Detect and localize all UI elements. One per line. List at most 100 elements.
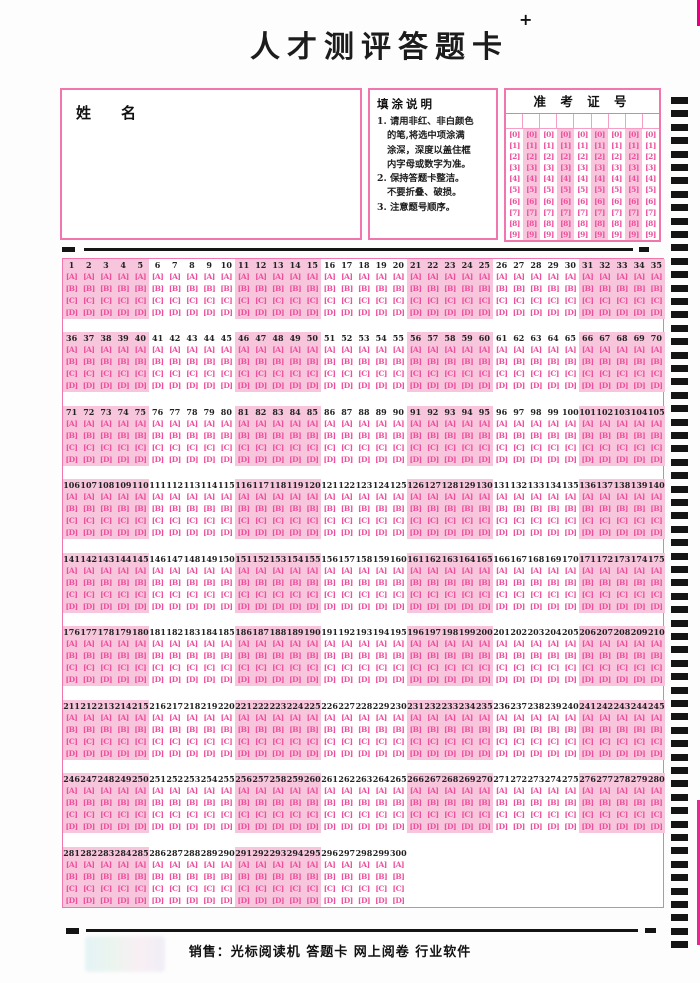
option-bubble-d[interactable]: [D] — [357, 381, 371, 390]
option-bubble-a[interactable]: [A] — [599, 713, 611, 722]
option-bubble-c[interactable]: [C] — [650, 810, 663, 819]
option-bubble-a[interactable]: [A] — [495, 419, 508, 428]
option-bubble-d[interactable]: [D] — [615, 675, 629, 684]
option-bubble-c[interactable]: [C] — [237, 663, 250, 672]
option-bubble-b[interactable]: [B] — [547, 504, 560, 513]
option-bubble-d[interactable]: [D] — [237, 528, 251, 537]
option-bubble-d[interactable]: [D] — [65, 602, 79, 611]
option-bubble-c[interactable]: [C] — [530, 443, 542, 452]
option-bubble-a[interactable]: [A] — [203, 345, 215, 354]
option-bubble-c[interactable]: [C] — [598, 443, 611, 452]
option-bubble-a[interactable]: [A] — [134, 860, 147, 869]
option-bubble-a[interactable]: [A] — [169, 492, 181, 501]
digit-bubble-4[interactable]: [4] — [628, 174, 639, 184]
option-bubble-d[interactable]: [D] — [237, 896, 251, 905]
option-bubble-c[interactable]: [C] — [564, 443, 577, 452]
option-bubble-a[interactable]: [A] — [599, 272, 611, 281]
option-bubble-c[interactable]: [C] — [306, 443, 319, 452]
option-bubble-a[interactable]: [A] — [581, 713, 594, 722]
option-bubble-c[interactable]: [C] — [82, 737, 95, 746]
option-bubble-a[interactable]: [A] — [633, 272, 645, 281]
digit-bubble-8[interactable]: [8] — [509, 218, 520, 228]
option-bubble-d[interactable]: [D] — [426, 455, 440, 464]
option-bubble-d[interactable]: [D] — [495, 822, 509, 831]
option-bubble-a[interactable]: [A] — [272, 639, 284, 648]
option-bubble-c[interactable]: [C] — [547, 369, 559, 378]
option-bubble-b[interactable]: [B] — [461, 357, 474, 366]
option-bubble-a[interactable]: [A] — [169, 272, 181, 281]
option-bubble-a[interactable]: [A] — [323, 713, 336, 722]
option-bubble-a[interactable]: [A] — [461, 492, 473, 501]
exam-number-write-cell[interactable] — [540, 114, 558, 128]
option-bubble-a[interactable]: [A] — [100, 345, 112, 354]
option-bubble-d[interactable]: [D] — [392, 602, 405, 611]
option-bubble-c[interactable]: [C] — [512, 296, 525, 305]
option-bubble-d[interactable]: [D] — [117, 455, 130, 464]
option-bubble-d[interactable]: [D] — [443, 675, 457, 684]
option-bubble-d[interactable]: [D] — [615, 381, 629, 390]
option-bubble-d[interactable]: [D] — [340, 455, 354, 464]
option-bubble-c[interactable]: [C] — [358, 810, 370, 819]
option-bubble-c[interactable]: [C] — [358, 884, 370, 893]
option-bubble-d[interactable]: [D] — [478, 308, 491, 317]
option-bubble-d[interactable]: [D] — [615, 308, 629, 317]
option-bubble-a[interactable]: [A] — [461, 639, 473, 648]
option-bubble-d[interactable]: [D] — [82, 822, 96, 831]
option-bubble-c[interactable]: [C] — [186, 296, 198, 305]
option-bubble-b[interactable]: [B] — [512, 651, 525, 660]
option-bubble-c[interactable]: [C] — [547, 296, 559, 305]
option-bubble-c[interactable]: [C] — [134, 737, 147, 746]
option-bubble-c[interactable]: [C] — [547, 737, 559, 746]
option-bubble-c[interactable]: [C] — [616, 810, 628, 819]
option-bubble-d[interactable]: [D] — [409, 308, 423, 317]
option-bubble-d[interactable]: [D] — [357, 308, 371, 317]
option-bubble-b[interactable]: [B] — [117, 504, 130, 513]
option-bubble-d[interactable]: [D] — [409, 455, 423, 464]
option-bubble-a[interactable]: [A] — [581, 419, 594, 428]
option-bubble-d[interactable]: [D] — [185, 602, 199, 611]
option-bubble-c[interactable]: [C] — [203, 516, 215, 525]
option-bubble-a[interactable]: [A] — [134, 713, 147, 722]
digit-bubble-7[interactable]: [7] — [509, 207, 520, 217]
option-bubble-c[interactable]: [C] — [220, 590, 233, 599]
option-bubble-a[interactable]: [A] — [478, 419, 491, 428]
option-bubble-b[interactable]: [B] — [581, 284, 594, 293]
option-bubble-c[interactable]: [C] — [461, 369, 473, 378]
option-bubble-d[interactable]: [D] — [392, 675, 405, 684]
option-bubble-b[interactable]: [B] — [495, 578, 508, 587]
option-bubble-a[interactable]: [A] — [255, 639, 267, 648]
option-bubble-c[interactable]: [C] — [461, 590, 473, 599]
option-bubble-a[interactable]: [A] — [616, 639, 628, 648]
option-bubble-a[interactable]: [A] — [83, 639, 95, 648]
option-bubble-c[interactable]: [C] — [306, 369, 319, 378]
option-bubble-d[interactable]: [D] — [443, 602, 457, 611]
option-bubble-d[interactable]: [D] — [237, 822, 251, 831]
option-bubble-d[interactable]: [D] — [478, 528, 491, 537]
option-bubble-a[interactable]: [A] — [392, 345, 405, 354]
option-bubble-a[interactable]: [A] — [392, 566, 405, 575]
option-bubble-a[interactable]: [A] — [599, 566, 611, 575]
option-bubble-d[interactable]: [D] — [151, 602, 165, 611]
option-bubble-b[interactable]: [B] — [564, 504, 577, 513]
option-bubble-b[interactable]: [B] — [168, 431, 181, 440]
digit-bubble-0[interactable]: [0] — [645, 130, 656, 139]
option-bubble-d[interactable]: [D] — [271, 675, 285, 684]
option-bubble-b[interactable]: [B] — [220, 578, 233, 587]
option-bubble-c[interactable]: [C] — [289, 663, 301, 672]
digit-bubble-8[interactable]: [8] — [611, 218, 622, 228]
digit-bubble-6[interactable]: [6] — [577, 196, 588, 206]
option-bubble-d[interactable]: [D] — [82, 675, 96, 684]
option-bubble-d[interactable]: [D] — [598, 455, 612, 464]
option-bubble-c[interactable]: [C] — [444, 296, 456, 305]
option-bubble-b[interactable]: [B] — [444, 651, 456, 660]
option-bubble-b[interactable]: [B] — [220, 798, 233, 807]
option-bubble-a[interactable]: [A] — [289, 345, 301, 354]
option-bubble-a[interactable]: [A] — [392, 419, 405, 428]
digit-bubble-4[interactable]: [4] — [543, 174, 554, 184]
option-bubble-d[interactable]: [D] — [650, 528, 663, 537]
option-bubble-c[interactable]: [C] — [237, 443, 250, 452]
option-bubble-c[interactable]: [C] — [306, 737, 319, 746]
option-bubble-c[interactable]: [C] — [461, 516, 473, 525]
digit-bubble-8[interactable]: [8] — [560, 218, 571, 228]
option-bubble-d[interactable]: [D] — [598, 528, 612, 537]
